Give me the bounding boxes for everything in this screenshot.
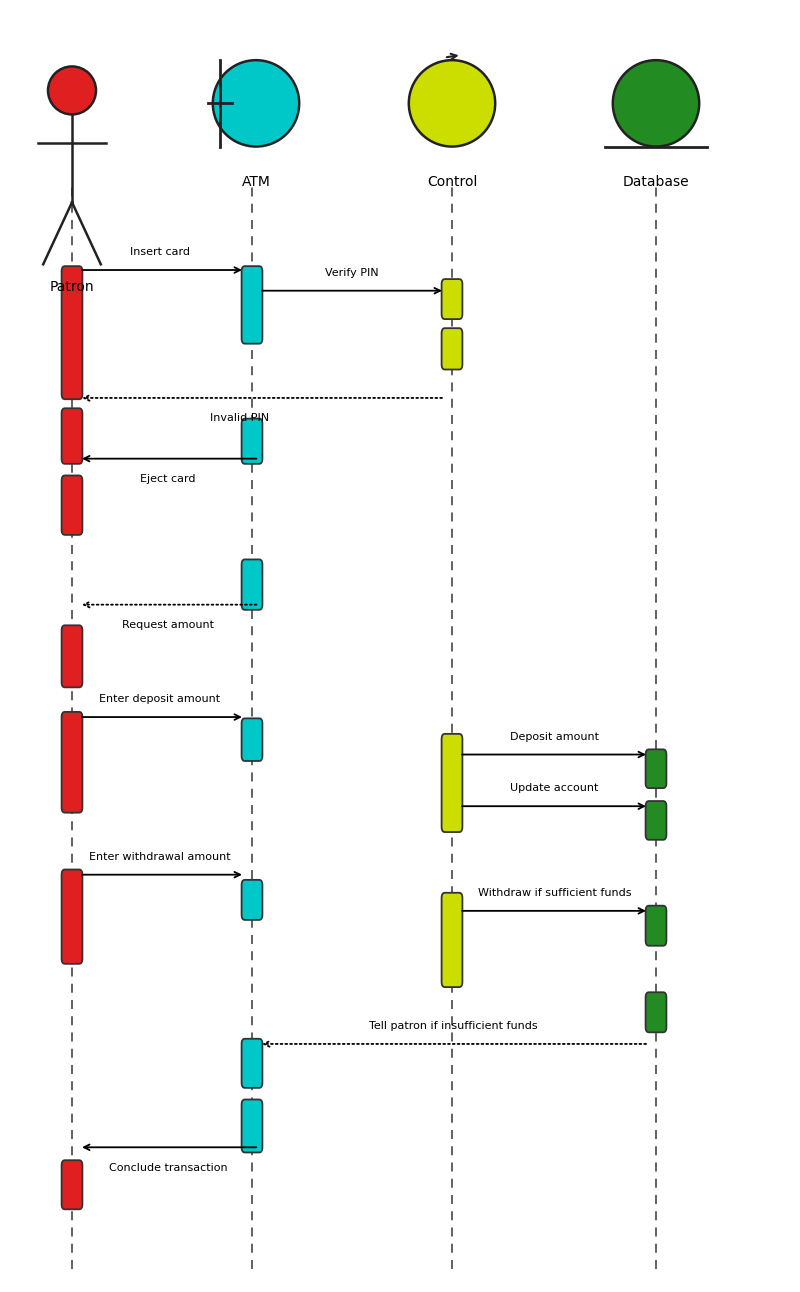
- Ellipse shape: [613, 61, 699, 146]
- FancyBboxPatch shape: [442, 893, 462, 987]
- FancyBboxPatch shape: [242, 419, 262, 464]
- Text: Deposit amount: Deposit amount: [510, 731, 599, 742]
- Text: Control: Control: [427, 174, 477, 189]
- Text: Insert card: Insert card: [130, 247, 190, 257]
- FancyBboxPatch shape: [62, 475, 82, 535]
- FancyBboxPatch shape: [442, 328, 462, 370]
- FancyBboxPatch shape: [62, 266, 82, 399]
- Text: Update account: Update account: [510, 783, 598, 793]
- Text: Invalid PIN: Invalid PIN: [210, 413, 270, 424]
- FancyBboxPatch shape: [242, 559, 262, 610]
- Ellipse shape: [409, 61, 495, 146]
- FancyBboxPatch shape: [62, 712, 82, 813]
- FancyBboxPatch shape: [242, 718, 262, 761]
- FancyBboxPatch shape: [242, 1039, 262, 1088]
- FancyBboxPatch shape: [242, 880, 262, 920]
- FancyBboxPatch shape: [62, 1160, 82, 1209]
- Text: Enter deposit amount: Enter deposit amount: [99, 694, 221, 704]
- Text: Enter withdrawal amount: Enter withdrawal amount: [89, 851, 231, 862]
- FancyBboxPatch shape: [442, 279, 462, 319]
- Text: Database: Database: [622, 174, 690, 189]
- FancyBboxPatch shape: [62, 408, 82, 464]
- Text: Request amount: Request amount: [122, 620, 214, 630]
- Ellipse shape: [48, 66, 96, 115]
- Text: Withdraw if sufficient funds: Withdraw if sufficient funds: [478, 888, 631, 898]
- FancyBboxPatch shape: [242, 266, 262, 344]
- FancyBboxPatch shape: [646, 801, 666, 840]
- FancyBboxPatch shape: [646, 906, 666, 946]
- Text: Verify PIN: Verify PIN: [325, 267, 379, 278]
- Text: Conclude transaction: Conclude transaction: [109, 1163, 227, 1173]
- Text: ATM: ATM: [242, 174, 270, 189]
- FancyBboxPatch shape: [646, 992, 666, 1032]
- FancyBboxPatch shape: [242, 1099, 262, 1152]
- Text: Tell patron if insufficient funds: Tell patron if insufficient funds: [370, 1021, 538, 1031]
- FancyBboxPatch shape: [62, 625, 82, 687]
- Ellipse shape: [213, 61, 299, 146]
- Text: Patron: Patron: [50, 280, 94, 293]
- Text: Eject card: Eject card: [140, 474, 196, 484]
- FancyBboxPatch shape: [62, 870, 82, 964]
- FancyBboxPatch shape: [442, 734, 462, 832]
- FancyBboxPatch shape: [646, 749, 666, 788]
